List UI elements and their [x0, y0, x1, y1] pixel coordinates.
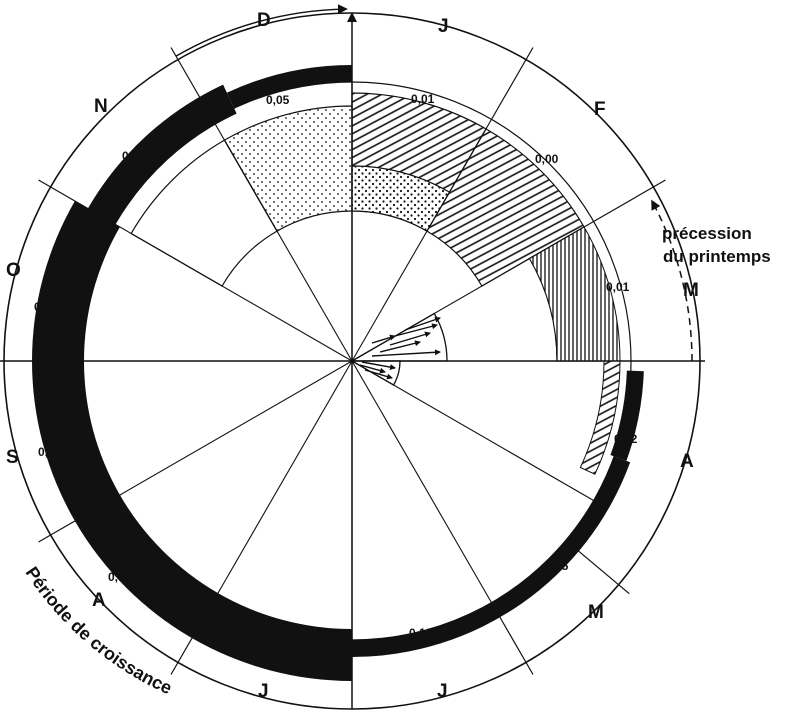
radial-line-7 — [212, 360, 353, 603]
precession-label-line2: du printemps — [663, 247, 771, 266]
month-label-j3: J — [258, 681, 269, 702]
month-label-j1: J — [438, 16, 449, 37]
radial-line-10 — [110, 221, 353, 362]
value-d: 0,05 — [266, 93, 290, 107]
black-band-july-aug — [74, 495, 352, 681]
radial-line-11 — [212, 119, 353, 362]
month-label-a1: A — [680, 451, 694, 472]
hatched-band-april — [579, 360, 621, 475]
outer-tick-5 — [38, 499, 111, 543]
month-label-j2: J — [437, 681, 448, 702]
month-values: 0,01 0,00 0,01 0,12 0,15 0,13 0,39 0,55 … — [34, 92, 638, 662]
month-label-a2: A — [92, 590, 106, 611]
flow-arrow-0-1 — [379, 340, 421, 353]
flow-arrow-0-3 — [394, 323, 438, 337]
flow-arrow-0-5 — [371, 349, 441, 357]
precession-label-line1: précession — [662, 224, 752, 243]
precession-arc-arrow — [651, 199, 693, 362]
month-label-n: N — [94, 96, 108, 117]
radial-line-5 — [351, 360, 492, 603]
value-m2: 0,15 — [545, 559, 569, 573]
flow-arrow-1-0 — [359, 364, 386, 374]
flow-arrow-1-2 — [361, 361, 396, 371]
month-label-f: F — [594, 99, 606, 120]
december-arc-arrow — [175, 4, 348, 57]
outer-tick-3 — [490, 602, 534, 675]
flow-arrow-0-0 — [371, 334, 396, 344]
value-n: 0,16 — [122, 149, 146, 163]
outer-tick-0 — [490, 47, 534, 120]
outer-tick-2 — [565, 539, 630, 595]
dotted-sector-december — [223, 105, 353, 232]
value-j3: 0,39 — [240, 648, 264, 662]
flow-arrow-0-4 — [404, 316, 441, 331]
month-label-m1: M — [683, 280, 699, 301]
radial-line-8 — [110, 360, 353, 501]
month-label-o: O — [6, 260, 21, 281]
outer-tick-6 — [38, 179, 111, 223]
value-a2: 0,55 — [108, 570, 132, 584]
month-labels: J F M A M J J A S O N D — [6, 10, 699, 702]
month-label-d: D — [257, 10, 271, 31]
outer-tick-4 — [170, 602, 214, 675]
radial-line-2 — [351, 221, 594, 362]
radial-line-4 — [351, 360, 594, 501]
value-o: 0,35 — [34, 300, 58, 314]
flow-arrow-0-2 — [389, 331, 431, 346]
value-j1: 0,01 — [411, 92, 435, 106]
black-band-oct — [87, 84, 237, 225]
black-band-nov-dec — [226, 65, 352, 109]
radial-line-1 — [351, 119, 492, 362]
value-m1: 0,01 — [606, 280, 630, 294]
month-label-s: S — [6, 447, 19, 468]
black-band-april — [610, 370, 644, 461]
value-a1: 0,12 — [614, 432, 638, 446]
diagram-structure — [0, 4, 705, 710]
outer-tick-7 — [170, 47, 214, 120]
black-band-may-june — [352, 456, 631, 658]
outer-tick-1 — [593, 179, 666, 223]
value-j2: 0,13 — [409, 626, 433, 640]
value-s: 0,44 — [38, 445, 62, 459]
month-label-m2: M — [588, 602, 604, 623]
value-f: 0,00 — [535, 152, 559, 166]
